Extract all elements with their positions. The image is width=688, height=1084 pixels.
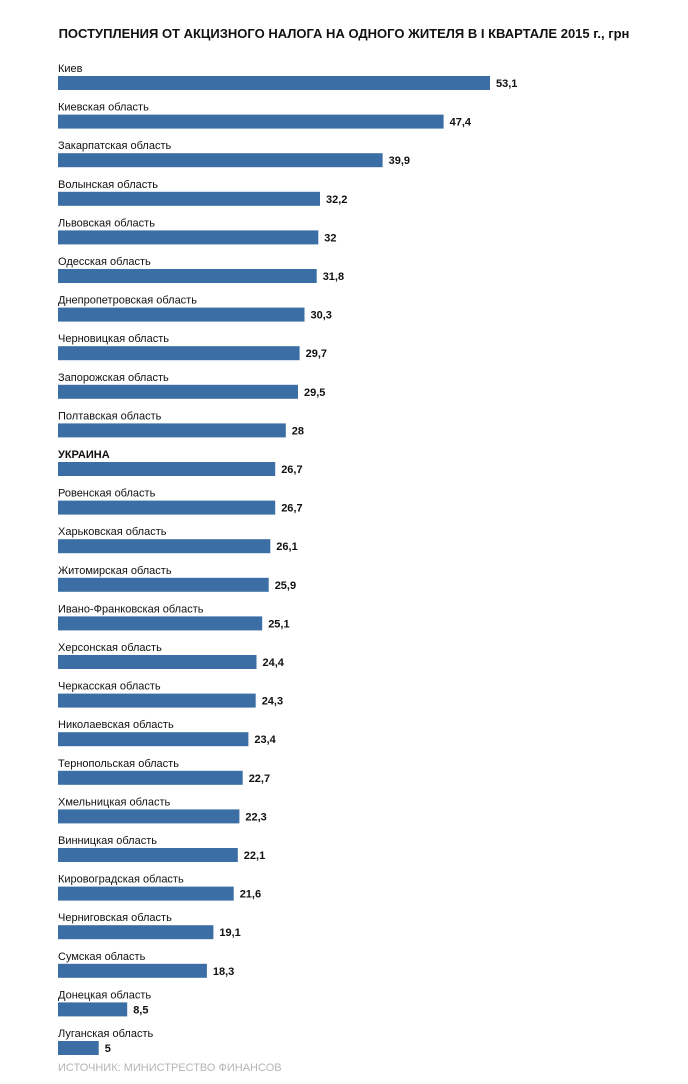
category-label: Львовская область: [58, 217, 155, 229]
category-label: Сумская область: [58, 951, 146, 963]
value-label: 18,3: [213, 966, 234, 978]
value-label: 21,6: [240, 889, 261, 901]
bar: [58, 230, 319, 245]
value-label: 25,9: [275, 580, 296, 592]
bar: [58, 191, 320, 206]
value-label: 32,2: [326, 194, 347, 206]
value-label: 22,1: [244, 850, 265, 862]
value-label: 24,3: [262, 696, 283, 708]
bar: [58, 886, 234, 901]
bar: [58, 770, 243, 785]
category-label: Черниговская область: [58, 912, 172, 924]
bar: [58, 732, 249, 747]
category-label: Донецкая область: [58, 989, 151, 1001]
bar: [58, 423, 286, 438]
category-label: УКРАИНА: [58, 449, 110, 461]
source-note: ИСТОЧНИК: МИНИСТРЕСТВО ФИНАНСОВ: [58, 1062, 282, 1074]
bar: [58, 925, 214, 940]
value-label: 22,7: [249, 773, 270, 785]
bar: [58, 269, 317, 283]
bar: [58, 114, 444, 129]
value-label: 39,9: [389, 155, 410, 167]
bar: [58, 500, 276, 515]
category-label: Одесская область: [58, 256, 151, 268]
bar: [58, 346, 300, 361]
bar: [58, 809, 240, 824]
category-label: Волынская область: [58, 179, 158, 191]
category-label: Тернопольская область: [58, 758, 179, 770]
value-label: 22,3: [245, 811, 266, 823]
value-label: 26,7: [281, 464, 302, 476]
category-label: Винницкая область: [58, 835, 157, 847]
category-label: Ивано-Франковская область: [58, 603, 204, 615]
value-label: 5: [105, 1043, 111, 1055]
value-label: 26,1: [276, 541, 297, 553]
value-label: 53,1: [496, 78, 517, 90]
bar: [58, 655, 257, 669]
value-label: 24,4: [263, 657, 285, 669]
bar: [58, 76, 490, 90]
category-label: Черкасская область: [58, 681, 161, 693]
category-label: Хмельницкая область: [58, 796, 171, 808]
value-label: 30,3: [311, 310, 332, 322]
value-label: 23,4: [254, 734, 276, 746]
category-label: Полтавская область: [58, 410, 162, 422]
category-label: Луганская область: [58, 1028, 153, 1040]
category-label: Николаевская область: [58, 719, 174, 731]
value-label: 26,7: [281, 503, 302, 515]
category-label: Харьковская область: [58, 526, 167, 538]
bar: [58, 577, 269, 592]
bar: [58, 616, 263, 631]
value-label: 47,4: [450, 117, 472, 129]
category-label: Киевская область: [58, 102, 149, 114]
bar: [58, 1041, 99, 1055]
value-label: 29,5: [304, 387, 325, 399]
category-label: Днепропетровская область: [58, 295, 197, 307]
value-label: 8,5: [133, 1004, 148, 1016]
category-label: Закарпатская область: [58, 140, 171, 152]
category-label: Запорожская область: [58, 372, 169, 384]
bar: [58, 848, 238, 862]
category-label: Херсонская область: [58, 642, 162, 654]
bar: [58, 693, 256, 708]
bar: [58, 462, 276, 476]
value-label: 25,1: [268, 618, 289, 630]
value-label: 19,1: [219, 927, 240, 939]
bar: [58, 963, 207, 978]
bar: [58, 384, 298, 399]
category-label: Кировоградская область: [58, 874, 184, 886]
category-label: Житомирская область: [58, 565, 172, 577]
value-label: 29,7: [306, 348, 327, 360]
bar: [58, 307, 305, 322]
chart-title: ПОСТУПЛЕНИЯ ОТ АКЦИЗНОГО НАЛОГА НА ОДНОГ…: [58, 26, 630, 41]
bar: [58, 539, 271, 554]
value-label: 31,8: [323, 271, 344, 283]
bar: [58, 1002, 128, 1017]
value-label: 28: [292, 425, 304, 437]
category-label: Черновицкая область: [58, 333, 169, 345]
category-label: Киев: [58, 63, 83, 75]
value-label: 32: [324, 232, 336, 244]
bar: [58, 153, 383, 168]
category-label: Ровенская область: [58, 488, 156, 500]
